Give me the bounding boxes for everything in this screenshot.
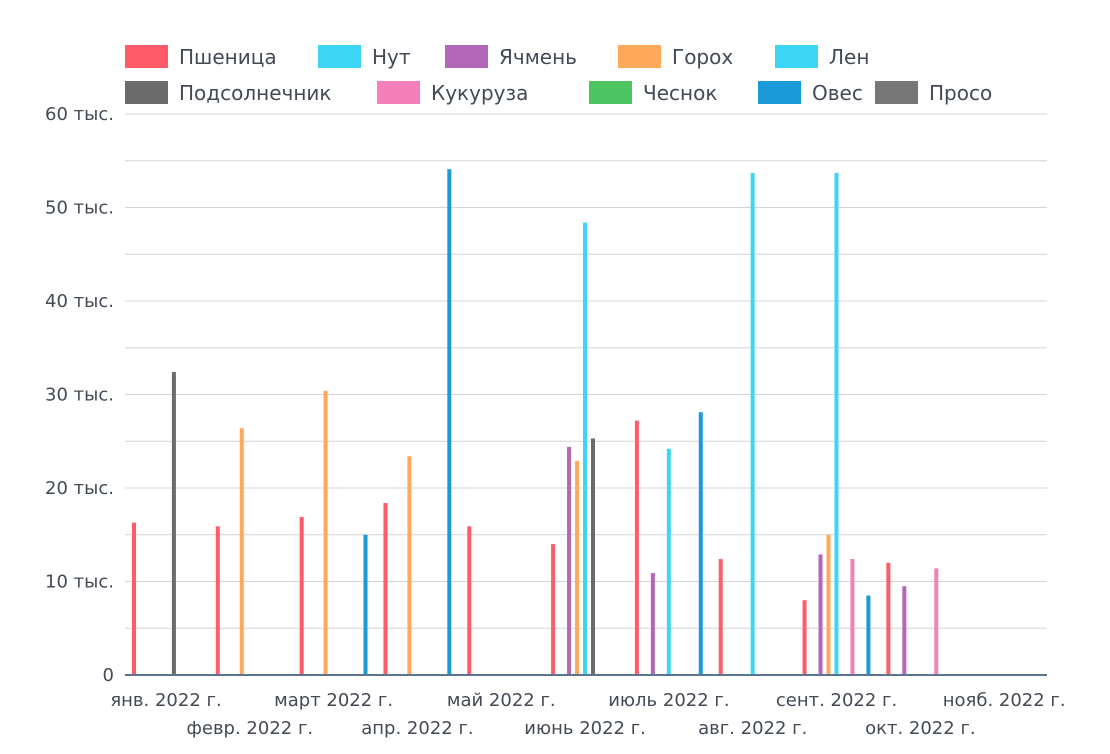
legend-item-просо[interactable]: Просо — [875, 81, 992, 105]
y-axis-ticks: 0 10 тыс. 20 тыс. 30 тыс. 40 тыс. 50 тыс. 60 т… — [45, 104, 114, 686]
legend-swatch — [875, 81, 918, 104]
bar-ячмень-8[interactable] — [818, 554, 823, 675]
legend-label: Овес — [812, 81, 863, 105]
legend-swatch — [775, 45, 818, 68]
legend-label: Чеснок — [643, 81, 717, 105]
legend-swatch — [125, 81, 168, 104]
bar-пшеница-8[interactable] — [802, 600, 807, 675]
x-tick-label: авг. 2022 г. — [698, 718, 807, 739]
bar-group-0 — [132, 372, 176, 675]
legend-item-нут[interactable]: Нут — [318, 45, 411, 69]
bar-горох-1[interactable] — [239, 428, 244, 675]
x-axis-ticks: янв. 2022 г. февр. 2022 г. март 2022 г. апр… — [110, 690, 1065, 739]
legend-swatch — [125, 45, 168, 68]
bar-group-4 — [467, 526, 472, 675]
legend-label: Ячмень — [499, 45, 577, 69]
bar-group-5 — [551, 222, 596, 675]
legend-label: Лен — [829, 45, 869, 69]
legend-item-лен[interactable]: Лен — [775, 45, 869, 69]
bar-ячмень-5[interactable] — [567, 446, 572, 675]
legend-item-кукуруза[interactable]: Кукуруза — [377, 81, 528, 105]
legend-label: Кукуруза — [431, 81, 528, 105]
x-tick-label: окт. 2022 г. — [865, 718, 976, 739]
bar-пшеница-6[interactable] — [634, 420, 639, 675]
legend-swatch — [377, 81, 420, 104]
legend-swatch — [758, 81, 801, 104]
bar-овес-8[interactable] — [866, 595, 871, 675]
bar-ячмень-6[interactable] — [650, 573, 655, 675]
bar-пшеница-7[interactable] — [718, 559, 723, 675]
bar-овес-6[interactable] — [698, 412, 703, 675]
legend-label: Просо — [929, 81, 992, 105]
bar-подсолнечник-5[interactable] — [591, 438, 596, 675]
legend-item-пшеница[interactable]: Пшеница — [125, 45, 277, 69]
bar-пшеница-5[interactable] — [551, 544, 556, 675]
bar-лен-5[interactable] — [583, 222, 588, 675]
legend-item-чеснок[interactable]: Чеснок — [589, 81, 717, 105]
bar-ячмень-9[interactable] — [902, 586, 907, 675]
bar-горох-3[interactable] — [407, 456, 412, 675]
bar-кукуруза-9[interactable] — [934, 568, 939, 675]
bar-пшеница-3[interactable] — [383, 502, 388, 675]
x-tick-label: апр. 2022 г. — [361, 718, 473, 739]
bar-горох-5[interactable] — [575, 460, 580, 675]
legend-item-ячмень[interactable]: Ячмень — [445, 45, 577, 69]
bars — [132, 169, 939, 676]
legend-swatch — [445, 45, 488, 68]
legend-swatch — [589, 81, 632, 104]
x-tick-label: февр. 2022 г. — [186, 718, 313, 739]
x-tick-label: май 2022 г. — [447, 690, 556, 711]
bar-пшеница-0[interactable] — [132, 522, 136, 675]
legend-swatch — [618, 45, 661, 68]
bar-горох-2[interactable] — [323, 390, 328, 675]
legend: Пшеница Нут Ячмень Горох Лен Подсолнечник Куку… — [125, 45, 992, 105]
legend-item-подсолнечник[interactable]: Подсолнечник — [125, 81, 331, 105]
y-tick-label: 0 — [103, 665, 114, 686]
bar-group-6 — [634, 412, 703, 675]
y-tick-label: 20 тыс. — [45, 478, 114, 499]
bar-пшеница-9[interactable] — [886, 562, 891, 675]
bar-пшеница-4[interactable] — [467, 526, 472, 675]
bar-group-8 — [802, 172, 871, 675]
x-tick-label: нояб. 2022 г. — [943, 690, 1066, 711]
y-tick-label: 60 тыс. — [45, 104, 114, 125]
y-tick-label: 50 тыс. — [45, 198, 114, 219]
legend-swatch — [318, 45, 361, 68]
bar-подсолнечник-0[interactable] — [171, 372, 176, 675]
legend-label: Подсолнечник — [179, 81, 331, 105]
bar-пшеница-1[interactable] — [215, 526, 220, 675]
y-tick-label: 10 тыс. — [45, 572, 114, 593]
bar-овес-3[interactable] — [447, 169, 452, 676]
bar-пшеница-2[interactable] — [299, 516, 304, 675]
x-tick-label: март 2022 г. — [274, 690, 393, 711]
bar-горох-8[interactable] — [826, 534, 831, 675]
bar-лен-7[interactable] — [750, 172, 755, 675]
bar-овес-2[interactable] — [363, 534, 368, 675]
x-tick-label: июнь 2022 г. — [524, 718, 646, 739]
legend-label: Горох — [672, 45, 733, 69]
bar-group-1 — [215, 428, 244, 675]
bar-group-9 — [886, 562, 939, 675]
y-tick-label: 30 тыс. — [45, 385, 114, 406]
bar-group-7 — [718, 172, 755, 675]
legend-label: Пшеница — [179, 45, 277, 69]
x-tick-label: янв. 2022 г. — [110, 690, 221, 711]
bar-group-2 — [299, 390, 368, 675]
legend-item-овес[interactable]: Овес — [758, 81, 863, 105]
bar-кукуруза-8[interactable] — [850, 559, 855, 675]
legend-item-горох[interactable]: Горох — [618, 45, 733, 69]
bar-лен-6[interactable] — [666, 448, 671, 675]
bar-group-3 — [383, 169, 452, 676]
y-tick-label: 40 тыс. — [45, 291, 114, 312]
bar-лен-8[interactable] — [834, 172, 839, 675]
x-tick-label: июль 2022 г. — [608, 690, 729, 711]
legend-label: Нут — [372, 45, 411, 69]
x-tick-label: сент. 2022 г. — [776, 690, 897, 711]
